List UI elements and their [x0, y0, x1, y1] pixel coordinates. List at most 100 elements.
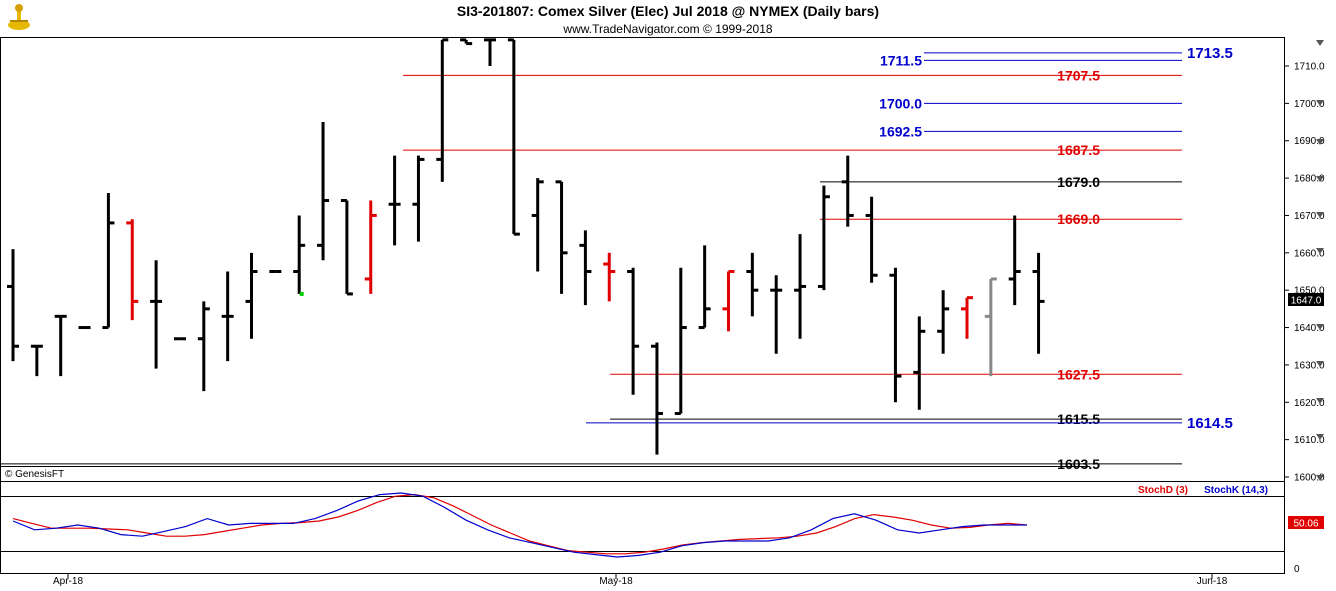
- y-tick-label: 1630.0: [1294, 360, 1325, 371]
- axis-scroll-arrow-icon: [1316, 248, 1324, 254]
- stoch-value-tag: 50.06: [1293, 519, 1318, 530]
- ohlc-bar: [531, 178, 544, 272]
- ohlc-bar: [221, 271, 234, 362]
- time-x-axis: Apr-18 May-18 Jun-18: [53, 574, 1228, 587]
- ohlc-bar: [603, 252, 616, 302]
- ohlc-bar: [722, 270, 735, 332]
- stoch-y-tick-label: 0: [1294, 564, 1300, 575]
- stoch-k-line: [12, 492, 1027, 558]
- axis-scroll-arrow-icon: [1316, 434, 1324, 440]
- price-level-label: 1615.5: [1057, 411, 1100, 427]
- price-level-label: 1711.5: [880, 52, 922, 68]
- stoch-d-line: [12, 493, 1028, 555]
- ohlc-bar: [317, 122, 330, 261]
- ohlc-bar: [961, 296, 973, 339]
- price-level-label: 1614.5: [1187, 415, 1233, 432]
- axis-scroll-arrow-icon: [1316, 324, 1324, 330]
- ohlc-bar: [746, 252, 759, 317]
- ohlc-bar: [30, 344, 43, 377]
- ohlc-bar: [627, 267, 640, 395]
- ohlc-bar: [579, 230, 592, 306]
- price-level-label: 1679.0: [1057, 174, 1100, 190]
- ohlc-bar: [913, 316, 926, 410]
- ohlc-bar: [937, 290, 950, 354]
- y-tick-label: 1660.0: [1294, 248, 1325, 259]
- x-tick-label: May-18: [599, 576, 633, 587]
- ohlc-bar: [150, 260, 163, 369]
- y-tick-label: 1610.0: [1294, 435, 1325, 446]
- chart-subtitle: www.TradeNavigator.com © 1999-2018: [563, 22, 773, 36]
- ohlc-bar: [770, 275, 783, 354]
- price-level-label: 1713.5: [1187, 45, 1233, 62]
- ohlc-bar: [984, 277, 997, 377]
- ohlc-bar: [460, 38, 473, 46]
- y-tick-label: 1680.0: [1294, 174, 1325, 185]
- axis-scroll-arrow-icon: [1316, 176, 1324, 182]
- ohlc-bar: [340, 199, 353, 296]
- stoch-k-label: StochK (14,3): [1204, 485, 1268, 496]
- price-level-label: 1707.5: [1057, 67, 1100, 83]
- chart-title: SI3-201807: Comex Silver (Elec) Jul 2018…: [456, 3, 880, 19]
- stoch-d-label: StochD (3): [1138, 485, 1188, 496]
- ohlc-bar: [555, 180, 568, 294]
- ohlc-bars: [7, 38, 1045, 455]
- ohlc-bar: [245, 252, 258, 339]
- stoch-value-tag-box: [1288, 516, 1324, 529]
- ohlc-bar: [197, 301, 210, 392]
- x-tick-label: Apr-18: [53, 576, 83, 587]
- y-tick-label: 1700.0: [1294, 99, 1325, 110]
- ohlc-bar: [507, 38, 520, 236]
- last-price-tag-box: [1288, 293, 1324, 306]
- axis-scroll-arrow-icon: [1316, 40, 1324, 46]
- x-tick-label: Jun-18: [1197, 576, 1228, 587]
- ohlc-bar: [412, 155, 425, 242]
- copyright-label: © GenesisFT: [5, 469, 64, 480]
- ohlc-bar: [54, 314, 67, 377]
- y-tick-label: 1650.0: [1294, 286, 1325, 297]
- ohlc-bar: [7, 249, 19, 362]
- axis-scroll-arrow-icon: [1316, 361, 1324, 367]
- ohlc-bar: [1032, 252, 1045, 354]
- ohlc-bar: [817, 185, 830, 291]
- y-tick-label: 1710.0: [1294, 62, 1325, 73]
- ohlc-bar: [841, 155, 854, 227]
- ohlc-bar: [436, 38, 449, 182]
- y-tick-label: 1670.0: [1294, 211, 1325, 222]
- stochastic-lines: [12, 492, 1028, 558]
- ohlc-bar: [364, 200, 377, 294]
- axis-scroll-arrow-icon: [1316, 100, 1324, 106]
- y-tick-label: 1690.0: [1294, 136, 1325, 147]
- ohlc-bar: [698, 245, 711, 330]
- ohlc-bar: [1008, 215, 1021, 306]
- ohlc-bar: [794, 234, 807, 339]
- stoch-panel-frame: [0, 481, 1285, 574]
- axis-scroll-arrow-icon: [1316, 475, 1324, 481]
- ohlc-bar: [126, 219, 139, 321]
- price-level-label: 1669.0: [1057, 211, 1100, 227]
- axis-scroll-arrow-icon: [1316, 212, 1324, 218]
- price-levels: 1713.5 1711.5 1707.5 1700.0 1692.5 1687.5 1679…: [0, 45, 1233, 472]
- y-tick-label: 1640.0: [1294, 323, 1325, 334]
- signal-marker: [299, 291, 304, 296]
- last-price-tag: 1647.0: [1291, 296, 1322, 307]
- ohlc-bar: [484, 38, 496, 66]
- axis-scroll-arrow-icon: [1316, 139, 1324, 145]
- ohlc-bar: [650, 342, 663, 455]
- ohlc-bar: [293, 215, 306, 294]
- ohlc-bar: [865, 196, 878, 283]
- axis-scroll-arrow-icon: [1316, 398, 1324, 404]
- y-tick-label: 1620.0: [1294, 398, 1325, 409]
- ohlc-bar: [889, 267, 902, 403]
- ohlc-bar: [674, 267, 687, 415]
- price-level-label: 1687.5: [1057, 142, 1100, 158]
- y-tick-label: 1600.0: [1294, 473, 1325, 484]
- price-y-axis: 1710.0 1700.0 1690.0 1680.0 1670.0 1660.0 1650…: [1284, 40, 1325, 575]
- price-level-label: 1603.5: [1057, 456, 1100, 472]
- trade-navigator-logo-icon: [8, 4, 30, 30]
- ohlc-bar: [388, 155, 401, 246]
- price-level-label: 1627.5: [1057, 366, 1100, 382]
- ohlc-bar: [102, 193, 115, 330]
- price-level-label: 1700.0: [879, 95, 922, 111]
- price-level-label: 1692.5: [879, 123, 922, 139]
